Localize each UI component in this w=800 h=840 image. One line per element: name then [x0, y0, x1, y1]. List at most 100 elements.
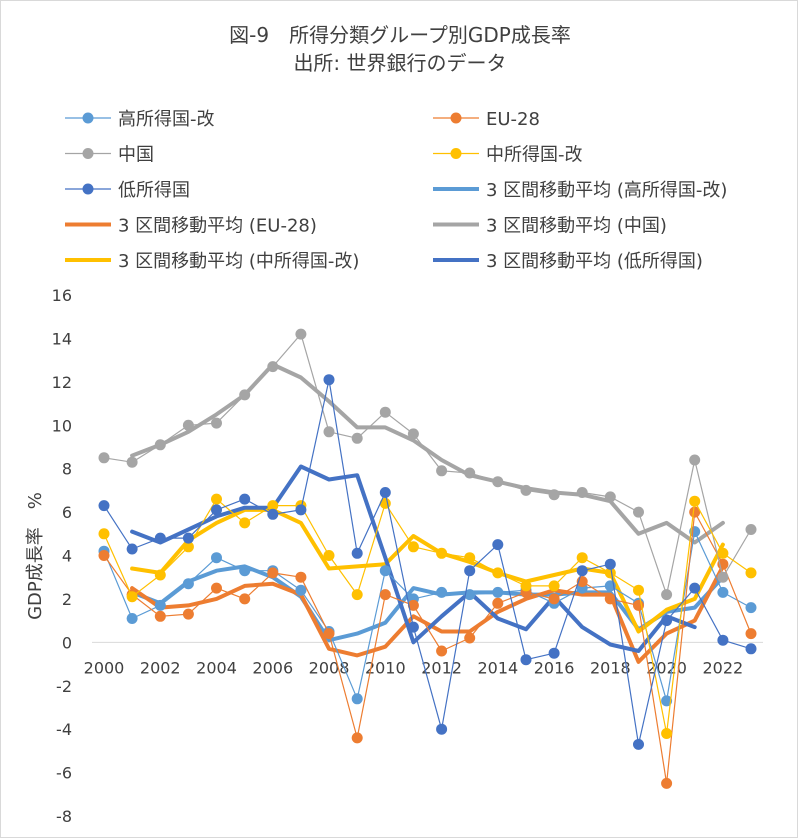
legend-item: 3 区間移動平均 (低所得国)	[433, 251, 703, 272]
data-point	[239, 517, 251, 529]
data-point	[154, 532, 166, 544]
x-tick-label: 2016	[534, 658, 575, 677]
data-point	[407, 541, 419, 553]
data-point	[436, 547, 448, 559]
data-point	[182, 419, 194, 431]
y-tick-label: 4	[62, 547, 72, 566]
series-group	[130, 362, 725, 545]
data-point	[351, 547, 363, 559]
data-point	[745, 643, 757, 655]
data-point	[126, 543, 138, 555]
x-tick-label: 2004	[196, 658, 237, 677]
data-point	[436, 586, 448, 598]
data-point	[464, 565, 476, 577]
y-tick-label: 16	[52, 286, 72, 305]
data-point	[182, 541, 194, 553]
data-point	[211, 582, 222, 594]
legend-label: 3 区間移動平均 (高所得国-改)	[486, 180, 727, 201]
legend-item: 3 区間移動平均 (EU-28)	[65, 216, 317, 237]
data-point	[661, 589, 673, 601]
y-tick-label: 0	[62, 633, 72, 652]
x-tick-label: 2002	[140, 658, 181, 677]
x-tick-label: 2000	[84, 658, 125, 677]
data-point	[267, 361, 279, 373]
data-point	[379, 589, 391, 601]
data-point	[211, 552, 222, 564]
legend-swatch-marker	[82, 148, 94, 159]
data-point	[717, 634, 729, 646]
data-point	[689, 582, 701, 594]
y-axis-label: GDP成長率 %	[25, 492, 46, 620]
series-group	[130, 564, 725, 643]
data-point	[211, 504, 222, 516]
chart-title: 図-9 所得分類グループ別GDP成長率	[229, 23, 571, 47]
data-point	[520, 654, 532, 666]
data-point	[295, 504, 307, 516]
data-point	[548, 489, 560, 501]
data-point	[548, 580, 560, 592]
legend-label: 3 区間移動平均 (EU-28)	[118, 216, 317, 237]
legend-item: EU-28	[433, 109, 540, 130]
legend-item: 中国	[65, 145, 154, 166]
data-point	[239, 493, 251, 505]
data-point	[492, 597, 504, 609]
series-line	[103, 379, 752, 745]
series-group	[130, 564, 725, 664]
data-point	[436, 465, 448, 477]
data-point	[436, 645, 448, 657]
data-point	[464, 467, 476, 479]
data-point	[351, 589, 363, 601]
data-point	[154, 569, 166, 581]
data-point	[464, 632, 476, 644]
data-point	[126, 613, 138, 624]
series-group	[98, 328, 757, 601]
data-point	[323, 550, 335, 561]
moving-average-line	[130, 362, 725, 545]
data-point	[576, 487, 588, 498]
legend-item: 3 区間移動平均 (高所得国-改)	[433, 180, 727, 201]
data-point	[323, 374, 335, 386]
y-tick-label: -4	[56, 720, 72, 739]
data-point	[661, 695, 673, 707]
data-point	[436, 723, 448, 735]
data-point	[98, 528, 110, 540]
data-point	[745, 602, 757, 614]
data-point	[633, 738, 644, 750]
data-point	[126, 456, 138, 468]
data-point	[182, 532, 194, 544]
chart-subtitle: 出所: 世界銀行のデータ	[293, 51, 507, 75]
y-tick-label: 10	[52, 416, 72, 435]
data-point	[154, 610, 166, 622]
data-point	[661, 615, 673, 627]
legend-label: 中国	[118, 145, 154, 166]
data-point	[604, 558, 616, 570]
x-tick-label: 2018	[590, 658, 631, 677]
data-point	[745, 628, 757, 640]
data-point	[323, 628, 335, 640]
data-point	[267, 508, 279, 520]
legend-item: 3 区間移動平均 (中所得国-改)	[65, 251, 359, 272]
legend-item: 低所得国	[65, 180, 190, 201]
data-point	[239, 389, 251, 401]
y-tick-label: 14	[52, 329, 72, 348]
legend-swatch-marker	[450, 148, 462, 159]
data-point	[661, 777, 673, 789]
data-point	[407, 599, 419, 611]
legend-label: 3 区間移動平均 (中所得国-改)	[118, 251, 359, 272]
series-group	[98, 506, 757, 789]
data-point	[520, 484, 532, 496]
data-point	[576, 565, 588, 577]
moving-average-line	[130, 564, 725, 643]
data-point	[492, 567, 504, 579]
data-point	[379, 487, 391, 498]
y-tick-label: 12	[52, 373, 72, 392]
data-point	[211, 417, 222, 429]
x-tick-label: 2008	[309, 658, 350, 677]
x-tick-label: 2006	[252, 658, 293, 677]
y-tick-label: 6	[62, 503, 72, 522]
data-point	[407, 428, 419, 440]
data-point	[154, 439, 166, 451]
series-line	[103, 531, 752, 702]
